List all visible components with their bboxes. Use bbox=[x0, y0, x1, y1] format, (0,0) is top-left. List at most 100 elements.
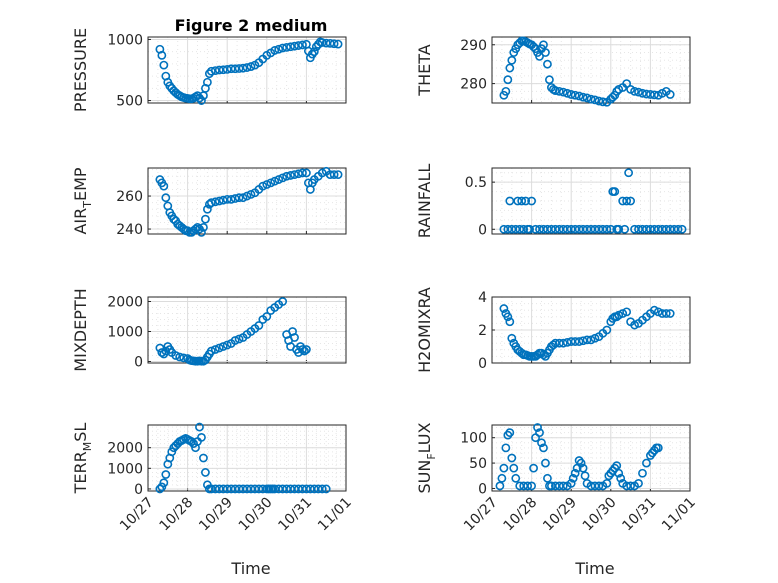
data-point bbox=[558, 87, 568, 97]
data-point bbox=[673, 224, 683, 234]
y-tick-label: 0 bbox=[478, 356, 487, 372]
data-point bbox=[278, 297, 288, 306]
data-point bbox=[505, 63, 515, 73]
data-point bbox=[206, 198, 216, 208]
y-axis-label-5: H2OMIXRA bbox=[415, 287, 434, 373]
subplot-h2omixra: 0 2 4 H2OMIXRA bbox=[415, 287, 691, 373]
data-point bbox=[529, 42, 538, 52]
data-point bbox=[238, 63, 248, 73]
data-point bbox=[525, 224, 535, 234]
data-point bbox=[541, 458, 550, 468]
axes-frame bbox=[147, 424, 347, 492]
data-point bbox=[541, 48, 550, 57]
y-axis-label-1: THETA bbox=[415, 44, 434, 96]
x-tick-label: 10/31 bbox=[275, 495, 315, 535]
x-axis-label-right: Time bbox=[574, 559, 614, 578]
data-point bbox=[602, 224, 612, 234]
y-axis-label-0: PRESSURE bbox=[71, 28, 90, 112]
data-point bbox=[246, 62, 256, 71]
axes-frame bbox=[147, 36, 347, 104]
data-point bbox=[638, 468, 647, 478]
data-point bbox=[298, 345, 307, 354]
data-point bbox=[614, 310, 624, 320]
data-point bbox=[286, 171, 295, 180]
data-point bbox=[157, 50, 167, 60]
data-point bbox=[195, 422, 204, 432]
data-point bbox=[282, 171, 291, 181]
data-point bbox=[503, 75, 513, 85]
data-point bbox=[582, 93, 592, 103]
data-point bbox=[157, 348, 167, 357]
y-axis-label-2: AIRTEMP bbox=[71, 167, 94, 234]
data-point bbox=[527, 196, 536, 206]
data-point bbox=[517, 196, 527, 206]
y-axis-label-3: RAINFALL bbox=[415, 164, 434, 239]
data-point bbox=[634, 87, 643, 97]
y-tick-label: 240 bbox=[116, 222, 143, 238]
data-point bbox=[576, 458, 586, 468]
x-tick-label: 11/01 bbox=[659, 495, 699, 535]
data-point bbox=[535, 52, 544, 61]
y-tick-label: 1000 bbox=[107, 325, 143, 341]
data-point bbox=[665, 90, 675, 99]
data-point bbox=[550, 86, 560, 95]
data-point bbox=[258, 181, 268, 191]
data-point bbox=[210, 345, 220, 354]
axes-frame bbox=[491, 424, 691, 492]
data-point bbox=[171, 351, 181, 360]
data-point bbox=[622, 307, 632, 317]
data-point bbox=[653, 307, 663, 317]
y-tick-label: 2 bbox=[478, 323, 487, 339]
data-point bbox=[554, 86, 564, 96]
data-point bbox=[202, 204, 212, 214]
data-point bbox=[661, 309, 671, 318]
y-tick-label: 50 bbox=[469, 456, 487, 472]
data-point bbox=[495, 481, 505, 491]
data-point bbox=[187, 437, 196, 446]
data-point bbox=[548, 340, 558, 350]
data-point bbox=[290, 170, 299, 179]
data-point bbox=[586, 335, 596, 345]
data-point bbox=[294, 41, 303, 50]
data-point bbox=[307, 49, 317, 59]
data-point bbox=[562, 88, 572, 98]
data-point bbox=[234, 193, 244, 203]
data-point bbox=[262, 312, 272, 321]
y-tick-label: 0 bbox=[478, 481, 487, 497]
data-point bbox=[574, 337, 584, 346]
data-point bbox=[594, 96, 604, 106]
data-point bbox=[511, 473, 521, 483]
data-point bbox=[161, 193, 171, 203]
data-point bbox=[317, 168, 327, 178]
data-point bbox=[537, 438, 546, 448]
data-point bbox=[578, 463, 588, 473]
x-tick-label: 10/29 bbox=[196, 495, 236, 535]
data-point bbox=[527, 481, 536, 491]
x-tick-label: 10/27 bbox=[117, 495, 157, 535]
data-point bbox=[321, 484, 331, 494]
y-tick-label: 100 bbox=[460, 431, 487, 447]
y-tick-label: 1000 bbox=[107, 461, 143, 477]
data-point bbox=[598, 97, 608, 107]
axes-frame bbox=[491, 296, 691, 364]
data-point bbox=[590, 333, 600, 343]
data-point bbox=[202, 77, 212, 87]
data-point bbox=[614, 468, 624, 478]
y-tick-label: 2000 bbox=[107, 295, 143, 311]
data-point bbox=[167, 447, 177, 457]
data-point bbox=[653, 443, 663, 453]
data-point bbox=[649, 90, 659, 100]
y-axis-label-7: SUNFLUX bbox=[415, 422, 438, 493]
data-point bbox=[507, 333, 517, 343]
y-tick-label: 260 bbox=[116, 189, 143, 205]
data-point bbox=[642, 458, 651, 468]
data-point bbox=[266, 178, 276, 188]
data-point bbox=[298, 168, 307, 178]
data-point bbox=[329, 170, 339, 179]
data-point bbox=[533, 423, 542, 432]
data-point bbox=[507, 55, 517, 65]
data-point bbox=[620, 224, 630, 234]
data-point bbox=[638, 88, 647, 98]
data-point bbox=[183, 226, 192, 236]
y-tick-label: 0 bbox=[478, 222, 487, 238]
